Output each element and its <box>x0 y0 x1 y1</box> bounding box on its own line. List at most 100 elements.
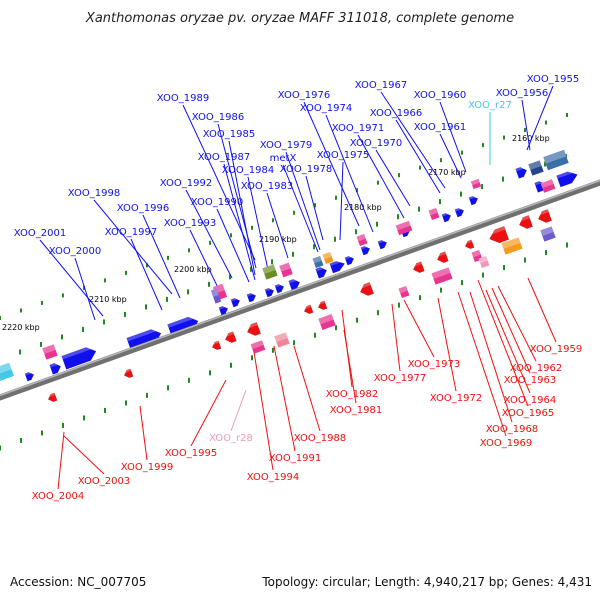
scale-tick-label: 2160 kbp <box>512 134 550 143</box>
gene-features <box>0 149 578 403</box>
gc-skew-box <box>318 313 336 331</box>
gc-skew-box <box>250 340 266 354</box>
gene-leader-line <box>293 345 321 432</box>
gene-leader-line <box>223 163 256 281</box>
accession-text: Accession: NC_007705 <box>10 575 146 589</box>
forward-gene-arrow <box>288 277 301 291</box>
gene-label-xoo_1967: XOO_1967 <box>355 80 407 91</box>
reverse-gene-arrow <box>223 331 237 343</box>
forward-gene-arrow <box>515 165 528 179</box>
scale-tick-label: 2210 kbp <box>89 295 127 304</box>
gc-skew-box <box>528 160 544 176</box>
gc-skew-box <box>42 344 58 360</box>
gene-leader-line <box>139 405 148 461</box>
gene-leader-line <box>380 91 446 189</box>
gene-label-xoo_1985: XOO_1985 <box>203 129 255 140</box>
gene-leader-line <box>285 151 321 251</box>
reverse-gene-arrow <box>358 282 374 296</box>
gc-skew-box <box>478 255 490 269</box>
gene-label-xoo_1982: XOO_1982 <box>326 389 378 400</box>
gene-leader-line <box>439 101 467 173</box>
forward-gene-arrow <box>246 291 257 303</box>
gene-label-xoo_1971: XOO_1971 <box>332 123 384 134</box>
gene-leader-line <box>357 134 405 219</box>
gene-leader-line <box>305 175 324 241</box>
gene-label-xoo_1973: XOO_1973 <box>408 359 460 370</box>
reverse-gene-arrow <box>411 261 425 273</box>
gene-label-xoo_1976: XOO_1976 <box>278 90 330 101</box>
gene-label-xoo_2000: XOO_2000 <box>49 246 101 257</box>
gc-skew-box <box>428 207 440 221</box>
gene-label-xoo_1962: XOO_1962 <box>510 363 562 374</box>
reverse-gene-arrow <box>122 368 134 379</box>
gc-skew-box <box>312 255 324 269</box>
forward-gene-arrow <box>556 168 578 188</box>
gc-skew-box <box>540 179 556 193</box>
gene-label-xoo_1970: XOO_1970 <box>350 138 402 149</box>
gene-leader-line <box>57 431 65 490</box>
reverse-gene-arrow <box>487 226 510 244</box>
forward-gene-arrow <box>218 304 229 316</box>
forward-gene-arrow <box>377 238 388 250</box>
gene-leader-line <box>343 329 357 404</box>
gc-skew-box <box>0 362 14 382</box>
gene-leader-line <box>216 208 250 283</box>
gene-label-xoo_1987: XOO_1987 <box>198 152 250 163</box>
genome-backbone <box>0 179 600 401</box>
gc-skew-box <box>395 220 413 236</box>
gc-skew-box <box>279 262 293 278</box>
reverse-gene-arrow <box>536 209 552 223</box>
gene-leader-line <box>93 199 173 295</box>
forward-gene-arrow <box>230 296 241 308</box>
gene-leader-line <box>521 99 531 151</box>
gene-label-xoo_r27: XOO_r27 <box>468 100 512 111</box>
gene-label-xoo_1997: XOO_1997 <box>105 227 157 238</box>
genome-summary-text: Topology: circular; Length: 4,940,217 bp… <box>261 575 592 589</box>
gene-label-xoo_1993: XOO_1993 <box>164 218 216 229</box>
forward-gene-arrow <box>61 344 97 370</box>
gene-leader-line <box>477 279 529 407</box>
reverse-gene-arrow <box>517 215 533 229</box>
gene-leader-line <box>39 239 104 317</box>
gene-leader-line <box>391 303 401 372</box>
gene-label-xoo_2001: XOO_2001 <box>14 228 66 239</box>
gene-label-xoo_1994: XOO_1994 <box>247 472 299 483</box>
forward-gene-arrow <box>274 282 285 294</box>
gene-label-xoo_1986: XOO_1986 <box>192 112 244 123</box>
gene-label-xoo_1999: XOO_1999 <box>121 462 173 473</box>
gene-leader-line <box>282 164 319 253</box>
gene-label-xoo_1974: XOO_1974 <box>300 103 352 114</box>
forward-gene-arrow <box>360 244 371 256</box>
gene-leader-line <box>497 285 537 362</box>
gene-leader-line <box>190 379 227 447</box>
forward-gene-arrow <box>468 194 479 206</box>
gene-label-xoo_1960: XOO_1960 <box>414 90 466 101</box>
gene-label-xoo_1977: XOO_1977 <box>374 373 426 384</box>
gene-leader-line <box>403 299 435 358</box>
gene-label-xoo_2003: XOO_2003 <box>78 476 130 487</box>
gene-label-xoo_1996: XOO_1996 <box>117 203 169 214</box>
gene-label-xoo_1983: XOO_1983 <box>241 181 293 192</box>
gene-leader-line <box>63 435 105 475</box>
reverse-gene-arrow <box>302 304 314 315</box>
gc-skew-box <box>501 237 523 255</box>
gene-label-xoo_1964: XOO_1964 <box>504 395 556 406</box>
gene-label-xoo_1961: XOO_1961 <box>414 122 466 133</box>
gene-leader-line <box>266 192 289 259</box>
reverse-gene-arrow <box>210 340 222 351</box>
forward-gene-arrow <box>264 286 275 298</box>
gene-leader-line <box>395 119 441 194</box>
gene-label-xoo_1984: XOO_1984 <box>222 165 274 176</box>
page-title: Xanthomonas oryzae pv. oryzae MAFF 31101… <box>85 11 514 26</box>
gene-leader-line <box>339 161 344 241</box>
gene-label-xoo_1992: XOO_1992 <box>160 178 212 189</box>
gene-label-xoo_2004: XOO_2004 <box>32 491 84 502</box>
gc-skew-box <box>543 149 569 171</box>
gene-label-xoo_1955: XOO_1955 <box>527 74 579 85</box>
gene-label-xoo_1979: XOO_1979 <box>260 140 312 151</box>
gene-leader-line <box>185 189 233 279</box>
gene-label-xoo_1989: XOO_1989 <box>157 93 209 104</box>
gene-label-xoo_1981: XOO_1981 <box>330 405 382 416</box>
